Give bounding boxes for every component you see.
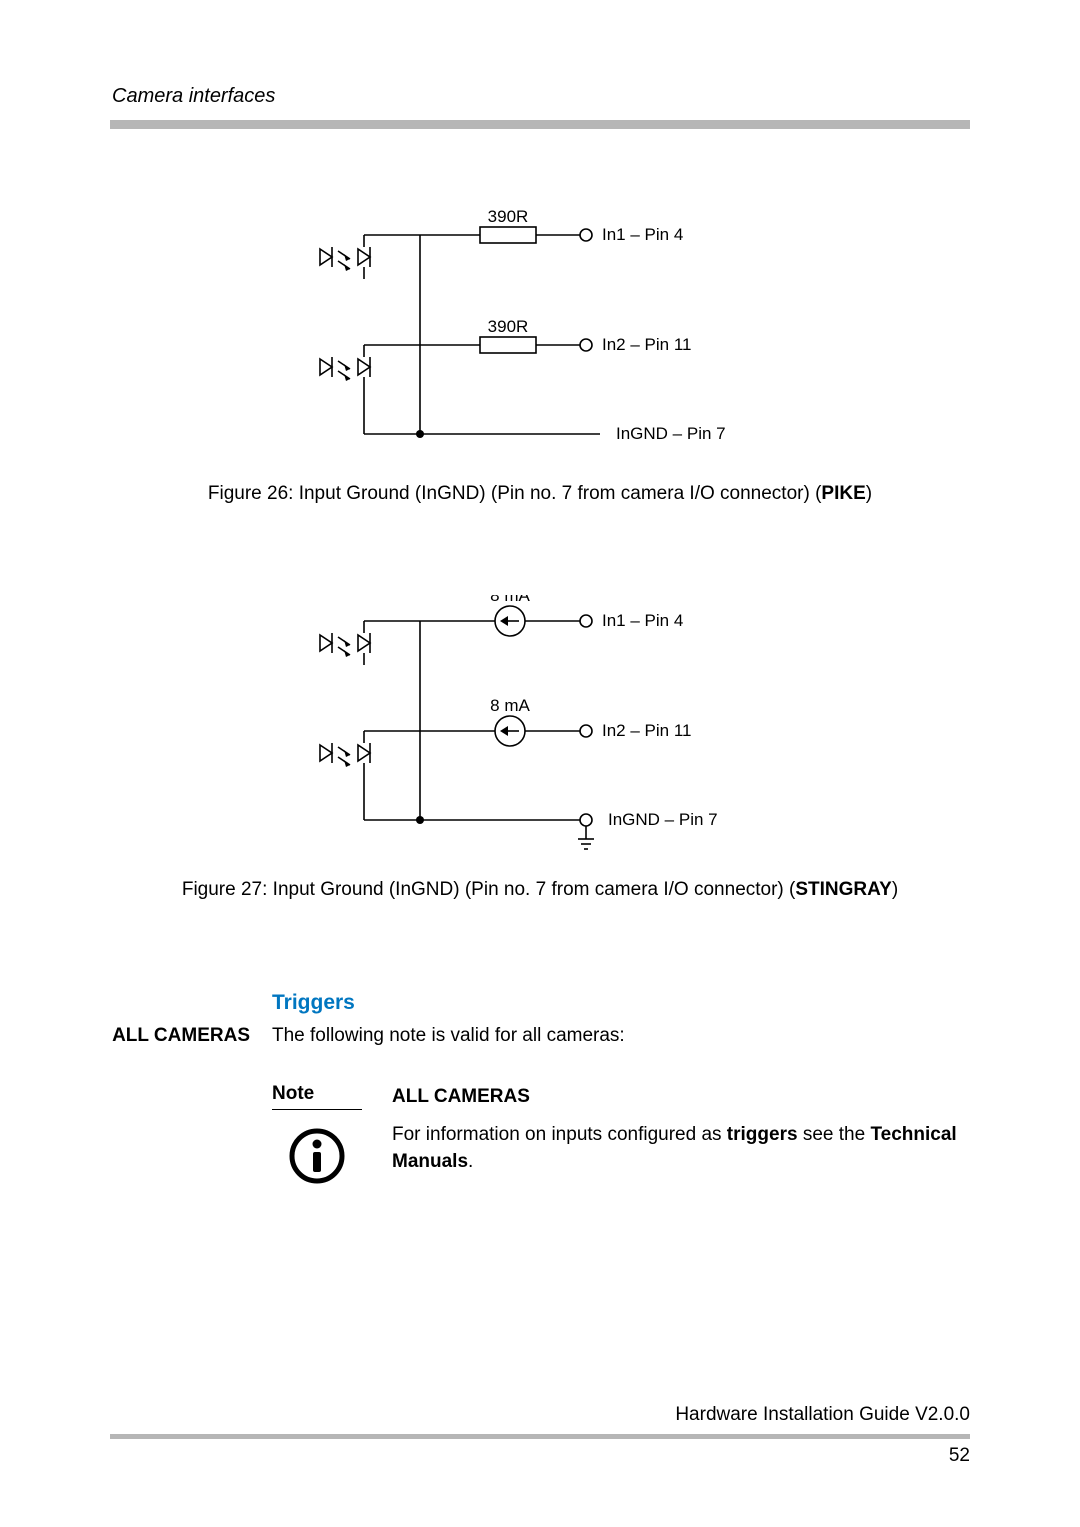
- fig27-gnd: InGND – Pin 7: [608, 810, 718, 829]
- fig26-caption-pre: Figure 26: Input Ground (InGND) (Pin no.…: [208, 483, 822, 504]
- fig27-pin1: In1 – Pin 4: [602, 611, 683, 630]
- fig26-caption-suf: ): [866, 483, 872, 504]
- triggers-intro: The following note is valid for all came…: [272, 1025, 625, 1047]
- fig27-i2-label: 8 mA: [490, 696, 530, 715]
- fig26-pin1: In1 – Pin 4: [602, 225, 683, 244]
- fig27-caption-pre: Figure 27: Input Ground (InGND) (Pin no.…: [182, 879, 796, 900]
- note-heading: ALL CAMERAS: [392, 1083, 970, 1111]
- footer-guide: Hardware Installation Guide V2.0.0: [110, 1404, 970, 1426]
- page: Camera interfaces: [0, 0, 1080, 1527]
- figure-26: 390R In1 – Pin 4: [110, 209, 970, 505]
- fig27-caption-suf: ): [892, 879, 898, 900]
- page-header-title: Camera interfaces: [112, 85, 970, 108]
- figure-27-svg: 8 mA In1 – Pin 4 8: [310, 595, 770, 855]
- figure-26-caption: Figure 26: Input Ground (InGND) (Pin no.…: [208, 483, 872, 505]
- all-cameras-label: ALL CAMERAS: [110, 1025, 250, 1047]
- figure-27-caption: Figure 27: Input Ground (InGND) (Pin no.…: [182, 879, 898, 901]
- fig26-r2-label: 390R: [488, 317, 529, 336]
- spacer: [110, 951, 970, 991]
- note-body-post: .: [468, 1151, 473, 1172]
- figure-26-svg: 390R In1 – Pin 4: [310, 209, 770, 459]
- fig26-r1-label: 390R: [488, 209, 529, 226]
- triggers-intro-row: ALL CAMERAS The following note is valid …: [110, 1025, 970, 1047]
- note-body-bold1: triggers: [727, 1124, 798, 1145]
- fig27-caption-bold: STINGRAY: [795, 879, 891, 900]
- page-number: 52: [110, 1445, 970, 1467]
- fig26-pin2: In2 – Pin 11: [602, 335, 691, 354]
- fig27-i1-label: 8 mA: [490, 595, 530, 605]
- footer-rule: [110, 1434, 970, 1439]
- note-body-pre: For information on inputs configured as: [392, 1124, 727, 1145]
- header-rule: [110, 120, 970, 129]
- spacer: [110, 555, 970, 595]
- fig26-caption-bold: PIKE: [821, 483, 865, 504]
- note-body-mid: see the: [798, 1124, 871, 1145]
- fig27-pin2: In2 – Pin 11: [602, 721, 691, 740]
- note-block: Note ALL CAMERAS For information on inpu…: [272, 1083, 970, 1184]
- fig26-gnd: InGND – Pin 7: [616, 424, 726, 443]
- figure-27: 8 mA In1 – Pin 4 8: [110, 595, 970, 901]
- note-body: For information on inputs configured as …: [392, 1121, 970, 1176]
- footer: Hardware Installation Guide V2.0.0 52: [110, 1404, 970, 1467]
- note-label: Note: [272, 1083, 362, 1110]
- info-icon: [272, 1128, 362, 1184]
- triggers-heading: Triggers: [272, 991, 970, 1015]
